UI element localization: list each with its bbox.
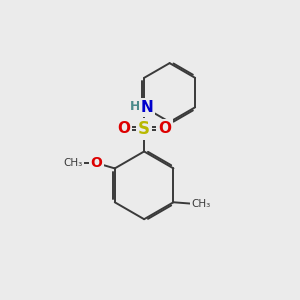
Text: O: O [117, 121, 130, 136]
Text: O: O [158, 121, 171, 136]
Text: CH₃: CH₃ [191, 199, 210, 209]
Text: S: S [138, 119, 150, 137]
Text: H: H [130, 100, 140, 112]
Text: CH₃: CH₃ [63, 158, 82, 168]
Text: O: O [91, 156, 103, 170]
Text: N: N [141, 100, 153, 115]
